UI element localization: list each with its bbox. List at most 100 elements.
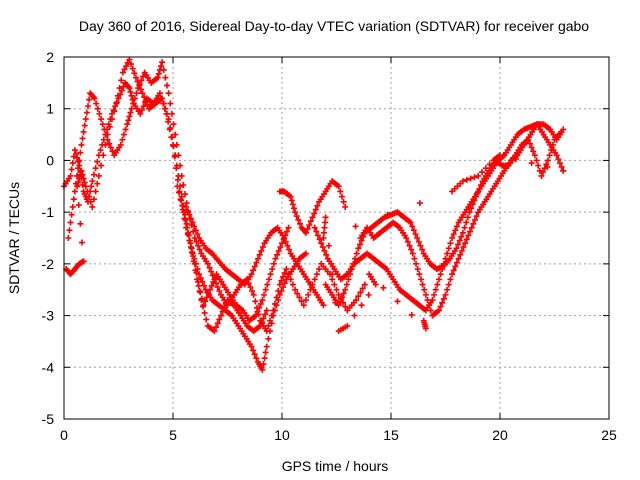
data-point	[267, 271, 274, 278]
data-point	[278, 277, 285, 284]
data-point	[416, 271, 423, 278]
data-point	[210, 278, 217, 285]
data-point	[253, 259, 260, 266]
data-point	[329, 271, 336, 278]
data-point	[437, 271, 444, 278]
data-point	[160, 66, 167, 73]
data-point	[302, 250, 309, 257]
data-point	[455, 255, 462, 262]
data-point	[106, 140, 113, 147]
data-point	[353, 250, 360, 257]
data-point	[247, 284, 254, 291]
data-point	[211, 275, 218, 282]
data-point	[256, 304, 263, 311]
data-point	[154, 74, 161, 81]
data-point	[77, 149, 84, 156]
data-point	[193, 276, 200, 283]
data-point	[258, 247, 265, 254]
data-point	[459, 229, 466, 236]
data-point	[283, 228, 290, 235]
y-tick-label: -3	[42, 308, 55, 324]
data-point	[450, 267, 457, 274]
data-point	[311, 224, 318, 231]
data-point	[104, 131, 111, 138]
data-point	[540, 169, 547, 176]
data-point	[122, 126, 129, 133]
data-point	[320, 302, 327, 309]
data-point	[289, 201, 296, 208]
data-point	[348, 266, 355, 273]
data-point	[292, 209, 299, 216]
data-point	[415, 238, 422, 245]
data-point	[444, 286, 451, 293]
data-point	[431, 291, 438, 298]
data-point	[201, 309, 208, 316]
data-point	[92, 165, 99, 172]
data-point	[288, 197, 295, 204]
data-point	[463, 219, 470, 226]
data-point	[292, 286, 299, 293]
data-point	[408, 246, 415, 253]
data-point	[467, 228, 474, 235]
data-point	[394, 298, 401, 305]
data-point	[445, 245, 452, 252]
data-point	[184, 224, 191, 231]
data-point	[78, 141, 85, 148]
data-point	[358, 302, 365, 309]
data-point	[556, 160, 563, 167]
data-point	[84, 103, 91, 110]
data-point	[126, 85, 133, 92]
data-point	[347, 271, 354, 278]
data-point	[350, 260, 357, 267]
data-point	[497, 152, 503, 159]
data-point	[97, 147, 104, 154]
data-point	[268, 312, 275, 319]
data-point	[194, 231, 201, 238]
data-point	[331, 281, 338, 288]
data-point	[75, 165, 82, 172]
data-point	[468, 224, 475, 231]
data-point	[81, 122, 88, 129]
x-tick-label: 5	[169, 427, 177, 443]
data-point	[124, 59, 131, 66]
data-point	[69, 160, 76, 167]
data-point	[533, 157, 540, 164]
data-point	[275, 247, 282, 254]
data-point	[250, 291, 257, 298]
data-point	[74, 183, 81, 190]
data-point	[555, 156, 562, 163]
data-point	[449, 271, 456, 278]
data-point	[290, 205, 297, 212]
data-point	[323, 251, 330, 258]
data-point	[117, 141, 124, 148]
data-point	[119, 136, 126, 143]
data-point	[440, 295, 447, 302]
data-point	[260, 361, 267, 368]
data-point	[289, 281, 296, 288]
data-point	[460, 244, 467, 251]
data-point	[175, 172, 182, 179]
data-point	[283, 266, 290, 273]
data-point	[172, 131, 179, 138]
data-point	[416, 200, 423, 207]
data-point	[139, 90, 146, 97]
data-point	[351, 312, 358, 319]
data-point	[419, 246, 426, 253]
data-point	[170, 143, 177, 150]
data-point	[463, 176, 470, 183]
data-point	[187, 215, 194, 222]
data-point	[471, 216, 478, 223]
data-point	[273, 294, 280, 301]
data-point	[187, 240, 194, 247]
data-point	[214, 284, 221, 291]
data-point	[435, 307, 442, 314]
data-point	[216, 288, 223, 295]
data-point	[409, 250, 416, 257]
data-point	[248, 271, 255, 278]
data-point	[413, 260, 420, 267]
data-point	[412, 231, 419, 238]
data-point	[294, 290, 301, 297]
data-point	[167, 100, 174, 107]
data-point	[99, 121, 106, 128]
data-point	[126, 56, 133, 63]
